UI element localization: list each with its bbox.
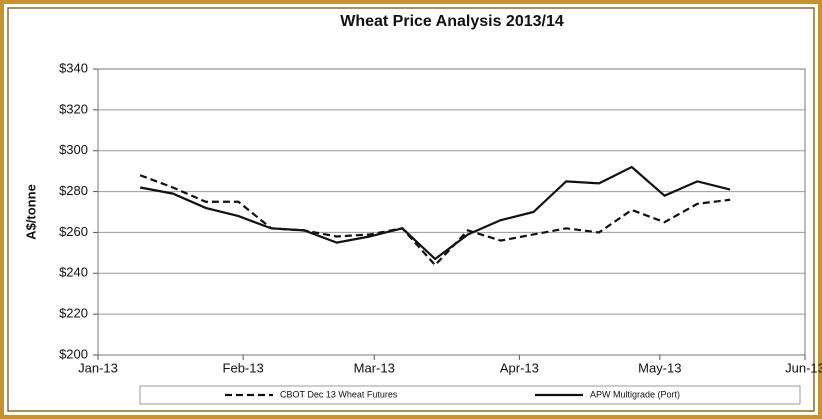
plot-area: [97, 68, 806, 356]
x-tick-label: Jan-13: [78, 360, 118, 375]
y-tick-label: $200: [59, 346, 88, 361]
series-line: [139, 165, 731, 261]
y-tick-label: $260: [59, 224, 88, 239]
legend-label: CBOT Dec 13 Wheat Futures: [280, 389, 398, 399]
legend: [139, 385, 801, 405]
x-tick-label: Mar-13: [354, 360, 395, 375]
x-tick-label: May-13: [638, 360, 681, 375]
x-tick-label: Feb-13: [223, 360, 264, 375]
legend-label: APW Multigrade (Port): [590, 389, 680, 399]
series-line: [139, 174, 731, 267]
x-tick-label: Apr-13: [500, 360, 539, 375]
y-tick-label: $220: [59, 306, 88, 321]
y-tick-label: $240: [59, 265, 88, 280]
y-tick-label: $320: [59, 101, 88, 116]
y-axis-label: A$/tonne: [23, 184, 38, 240]
y-tick-label: $280: [59, 183, 88, 198]
y-tick-label: $300: [59, 142, 88, 157]
x-tick-label: Jun-13: [785, 360, 822, 375]
chart-title: Wheat Price Analysis 2013/14: [340, 13, 564, 30]
inner-frame: [7, 7, 815, 412]
y-tick-label: $340: [59, 60, 88, 75]
